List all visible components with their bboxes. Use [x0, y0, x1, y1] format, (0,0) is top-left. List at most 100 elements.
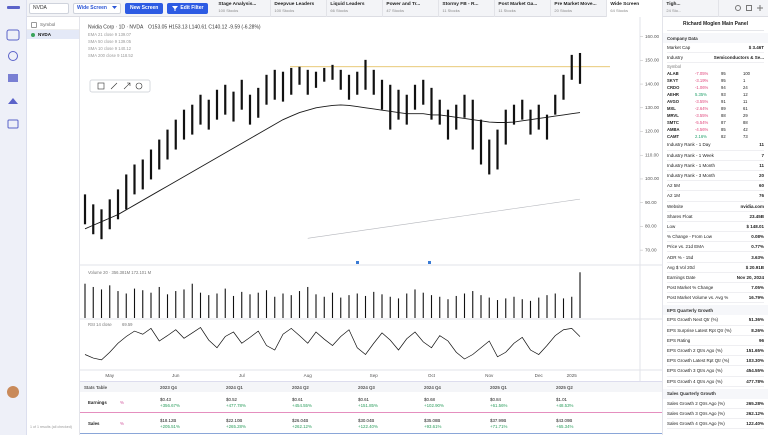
screen-tab[interactable]: Pre Market Move... 20 Stocks [551, 0, 608, 17]
data-row: Industry Rank - 1 Week 7 [667, 151, 764, 161]
drawing-toolbar [89, 79, 151, 93]
peer-row[interactable]: SKYT -3.19% 95 1 [667, 77, 764, 84]
row-label: Sales Growth 4 Qtrs Ago (%) [667, 421, 725, 427]
cell-change: +93.61% [424, 423, 442, 429]
row-value: 151.65% [746, 348, 764, 354]
screen-tab[interactable]: Liquid Leaders 66 Stocks [327, 0, 384, 17]
data-row: Price vs. 21d EMA 0.77% [667, 242, 764, 253]
peer-score: 61 [743, 106, 748, 112]
screen-tabs: Stage Analysis... 100 Stocks Deepvue Leade… [215, 0, 720, 17]
data-row: Sales Growth 2 Qtrs Ago (%) 265.28% [667, 399, 764, 409]
peer-symbol: AVGO [667, 99, 680, 105]
peer-row[interactable]: CAMT 2.16% 82 73 [667, 133, 764, 140]
indicator-label: EMA 21 close 9 139.07 [88, 32, 132, 37]
peer-row[interactable]: AVGO -3.55% 91 11 [667, 98, 764, 105]
y-tick-label: 160.00 [645, 34, 659, 39]
tab-name: Wide Screen [610, 1, 640, 7]
nav-icon[interactable] [7, 119, 19, 129]
moving-average [307, 198, 581, 239]
stats-cell: $0.43 +356.67% [160, 397, 226, 408]
x-tick-label: May [105, 373, 114, 378]
screen-dropdown[interactable]: Wide Screen [73, 2, 121, 14]
tool-icon[interactable] [123, 82, 131, 90]
cell-change: +205.51% [160, 423, 180, 429]
row-value: 265.28% [746, 400, 764, 406]
peer-row[interactable]: MXL -2.64% 89 61 [667, 105, 764, 112]
stats-row: Sales% $18.12B +205.51% $22.10B +265.28% $26.… [80, 413, 662, 434]
screen-tab[interactable]: Stage Analysis... 100 Stocks [215, 0, 272, 17]
icon[interactable] [757, 5, 763, 11]
stats-cell: $35.08B +93.61% [424, 418, 490, 429]
nav-icon[interactable] [8, 74, 18, 82]
data-row: Shares Float 23.45B [667, 212, 764, 222]
tool-icon[interactable] [97, 82, 105, 90]
icon[interactable] [735, 5, 741, 11]
tab-name: Stormy FB - R... [442, 1, 479, 7]
peer-rank: 82 [721, 134, 726, 140]
tab-name: Post Market Ga... [498, 1, 538, 7]
nav-icon[interactable] [8, 98, 18, 104]
cell-value: $22.10B [226, 417, 243, 423]
row-label: EPS Surprise Latest Rpt Qtr (%) [667, 327, 732, 333]
new-screen-button[interactable]: New Screen [125, 2, 164, 14]
search-input[interactable]: NVDA [29, 2, 69, 14]
row-value: Nov 20, 2024 [736, 274, 764, 280]
stats-table: Stats Table 2023 Q4 2024 Q1 2024 Q2 2024 Q3 2… [80, 381, 662, 435]
peer-score: 88 [743, 120, 748, 126]
screen-tab[interactable]: Post Market Ga... 11 Stocks [495, 0, 552, 17]
data-row: A2 1M 76 [667, 191, 764, 202]
y-tick-label: 130.00 [645, 105, 659, 110]
screen-tab[interactable]: Deepvue Leaders 100 Stocks [271, 0, 328, 17]
row-value: 477.78% [746, 378, 764, 384]
peer-rank: 95 [721, 78, 726, 84]
peer-row[interactable]: AEHR 5.35% 93 12 [667, 91, 764, 98]
edit-filter-button[interactable]: Edit Filter [167, 2, 209, 14]
screen-tab[interactable]: Stormy FB - R... 11 Stocks [439, 0, 496, 17]
row-value: 262.12% [746, 410, 764, 416]
column-header: 2023 Q4 [160, 384, 177, 390]
row-value: 0.77% [751, 244, 764, 250]
screen-tab[interactable]: Tigh... 24 Sto... [663, 0, 720, 17]
peer-score: 29 [743, 113, 748, 119]
cell-value: $30.04B [358, 417, 375, 423]
screen-tab[interactable]: Wide Screen 64 Stocks [607, 0, 664, 17]
cell-value: $43.09B [556, 417, 573, 423]
cell-value: $26.04B [292, 417, 309, 423]
menu-icon[interactable] [7, 6, 20, 9]
peer-rank: 85 [721, 127, 726, 133]
screen-tab[interactable]: Power and Tr... 47 Stocks [383, 0, 440, 17]
row-value: 8.26% [751, 327, 764, 333]
cell-change: +454.55% [292, 402, 312, 408]
y-tick-label: 80.00 [645, 224, 657, 229]
earnings-marker[interactable] [428, 261, 431, 264]
tool-icon[interactable] [135, 82, 143, 90]
row-label: Post Market Volume vs. Avg % [667, 295, 729, 301]
peer-symbol: ALAB [667, 71, 679, 77]
peer-row[interactable]: ALAB -7.05% 95 100 [667, 70, 764, 77]
data-row: Market Cap $ 3.46T [667, 43, 764, 54]
icon[interactable] [746, 5, 752, 11]
earnings-marker[interactable] [356, 261, 359, 264]
row-value: 3.63% [751, 254, 764, 260]
peer-row[interactable]: SMTC -5.54% 87 88 [667, 119, 764, 126]
stats-cell: $0.84 +61.56% [490, 397, 556, 408]
peer-symbol: CRDO [667, 85, 680, 91]
cell-change: +151.85% [358, 402, 378, 408]
watchlist-row[interactable]: NVDA [27, 30, 79, 39]
peer-symbol: AEHR [667, 92, 679, 98]
oscillator-value: 69.59 [122, 322, 133, 327]
header-text: Symbol [40, 22, 56, 27]
nav-icon[interactable] [8, 51, 18, 61]
peer-row[interactable]: CRDO -1.06% 94 24 [667, 84, 764, 91]
row-label: Sales [88, 420, 100, 426]
search-text: NVDA [33, 5, 47, 11]
symbol: NVDA [38, 32, 52, 37]
peer-row[interactable]: AMBA -4.56% 85 42 [667, 126, 764, 133]
nav-icon[interactable] [6, 29, 20, 41]
peer-row[interactable]: MRVL -3.55% 88 29 [667, 112, 764, 119]
avatar[interactable] [7, 386, 19, 398]
peer-rank: 87 [721, 120, 726, 126]
tool-icon[interactable] [110, 82, 118, 90]
chart: 70.00 80.00 90.00 100.00 110.00 120.00 130.00 1… [80, 17, 662, 381]
peer-change: -3.19% [695, 78, 709, 84]
